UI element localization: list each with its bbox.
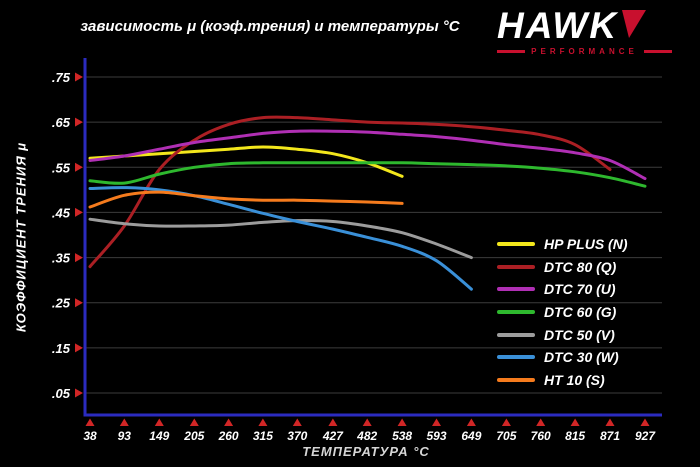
legend-item-dtc-60: DTC 60 (G) — [497, 301, 627, 324]
svg-text:.35: .35 — [52, 251, 71, 266]
chart-title: зависимость μ (коэф.трения) и температур… — [80, 18, 460, 35]
legend-swatch-dtc-80 — [497, 264, 535, 269]
legend-label-hp-plus: HP PLUS (N) — [544, 236, 628, 253]
svg-text:.05: .05 — [52, 386, 71, 401]
legend-swatch-dtc-60 — [497, 310, 535, 315]
legend-label-dtc-70: DTC 70 (U) — [544, 281, 616, 298]
legend-label-dtc-80: DTC 80 (Q) — [544, 258, 617, 275]
logo-bar-left — [497, 50, 526, 54]
svg-text:593: 593 — [426, 429, 446, 443]
svg-text:205: 205 — [183, 429, 204, 443]
svg-text:705: 705 — [496, 429, 516, 443]
legend-label-dtc-60: DTC 60 (G) — [544, 304, 617, 321]
hawk-beak-icon — [622, 10, 647, 38]
hawk-logo: HAWK PERFORMANCE — [497, 5, 673, 57]
legend-item-dtc-80: DTC 80 (Q) — [497, 256, 627, 279]
svg-text:260: 260 — [218, 429, 239, 443]
svg-text:538: 538 — [392, 429, 412, 443]
legend: HP PLUS (N) DTC 80 (Q) DTC 70 (U) DTC 60… — [497, 233, 627, 391]
svg-text:427: 427 — [322, 429, 344, 443]
svg-text:760: 760 — [531, 429, 551, 443]
svg-text:315: 315 — [253, 429, 273, 443]
svg-text:370: 370 — [287, 429, 307, 443]
legend-item-ht-10: HT 10 (S) — [497, 369, 627, 392]
svg-text:.65: .65 — [52, 115, 71, 130]
svg-text:871: 871 — [600, 429, 620, 443]
legend-item-dtc-30: DTC 30 (W) — [497, 346, 627, 369]
svg-text:927: 927 — [635, 429, 656, 443]
legend-swatch-ht-10 — [497, 377, 535, 382]
svg-text:149: 149 — [149, 429, 169, 443]
legend-swatch-dtc-70 — [497, 287, 535, 292]
svg-text:.75: .75 — [52, 70, 71, 85]
legend-swatch-dtc-50 — [497, 332, 535, 337]
svg-text:.25: .25 — [52, 296, 71, 311]
hawk-logo-subrow: PERFORMANCE — [497, 47, 673, 57]
svg-text:.45: .45 — [52, 205, 71, 220]
legend-item-dtc-50: DTC 50 (V) — [497, 323, 627, 346]
y-axis-title: КОЭФФИЦИЕНТ ТРЕНИЯ μ — [13, 141, 29, 333]
svg-text:649: 649 — [461, 429, 481, 443]
hawk-subtitle: PERFORMANCE — [531, 47, 638, 57]
legend-label-dtc-50: DTC 50 (V) — [544, 326, 615, 343]
legend-item-dtc-70: DTC 70 (U) — [497, 278, 627, 301]
svg-text:815: 815 — [565, 429, 585, 443]
svg-text:.15: .15 — [52, 341, 71, 356]
legend-label-ht-10: HT 10 (S) — [544, 371, 605, 388]
legend-item-hp-plus: HP PLUS (N) — [497, 233, 627, 256]
svg-text:.55: .55 — [52, 160, 71, 175]
hawk-logo-top: HAWK — [497, 5, 672, 46]
svg-text:93: 93 — [118, 429, 132, 443]
legend-swatch-dtc-30 — [497, 355, 535, 360]
svg-text:482: 482 — [356, 429, 377, 443]
svg-text:38: 38 — [83, 429, 97, 443]
hawk-wordmark: HAWK — [497, 5, 619, 46]
logo-bar-right — [643, 50, 673, 54]
x-axis-title: ТЕМПЕРАТУРА °C — [302, 444, 430, 459]
legend-swatch-hp-plus — [497, 242, 535, 247]
legend-label-dtc-30: DTC 30 (W) — [544, 349, 619, 366]
